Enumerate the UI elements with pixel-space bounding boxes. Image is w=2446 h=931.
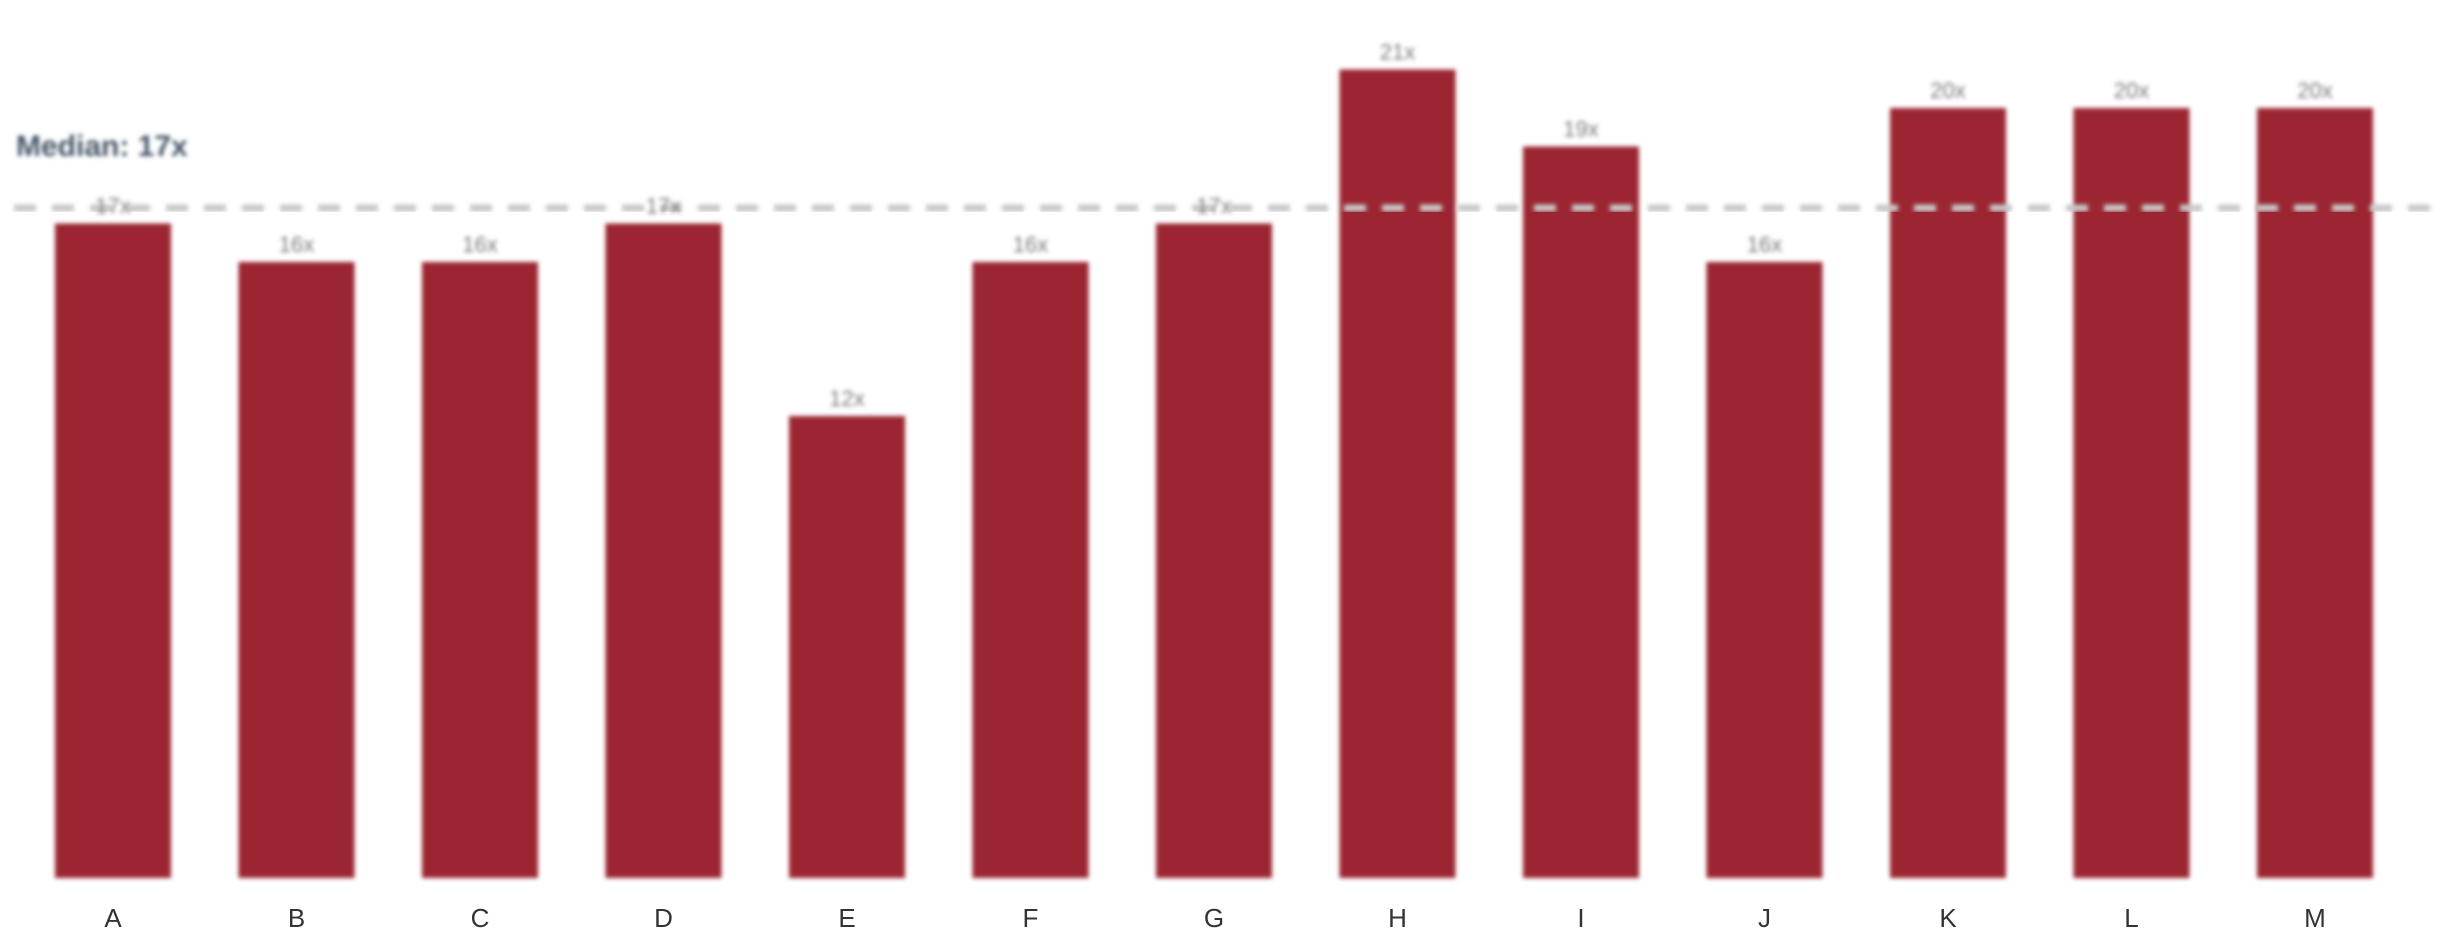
category-label-h: H	[1388, 903, 1407, 931]
bar-a	[55, 223, 171, 878]
category-label-g: G	[1204, 903, 1224, 931]
value-labels-group: 17x 16x 16x 17x 12x 16x 17x 21x 19x 16x 20x 20x 20x	[95, 40, 2332, 412]
bar-e	[789, 416, 905, 878]
median-label: Median: 17x	[16, 130, 188, 163]
bar-i	[1523, 146, 1639, 878]
bar-d	[605, 223, 722, 878]
category-label-b: B	[288, 903, 305, 931]
value-label-h: 21x	[1380, 40, 1415, 65]
value-label-m: 20x	[2297, 78, 2332, 103]
bar-g	[1156, 223, 1272, 878]
category-label-l: L	[2124, 903, 2138, 931]
bar-k	[1890, 108, 2006, 878]
category-label-a: A	[104, 903, 122, 931]
bars-group	[55, 69, 2373, 878]
value-label-f: 16x	[1013, 232, 1048, 257]
category-label-i: I	[1577, 903, 1584, 931]
category-labels-group: A B C D E F G H I J K L M	[104, 903, 2326, 931]
category-label-c: C	[471, 903, 490, 931]
value-label-l: 20x	[2114, 78, 2149, 103]
category-label-m: M	[2304, 903, 2326, 931]
value-label-k: 20x	[1930, 78, 1965, 103]
bar-l	[2073, 108, 2190, 878]
category-label-e: E	[838, 903, 855, 931]
bar-h	[1339, 69, 1456, 878]
bar-m	[2257, 108, 2373, 878]
value-label-g: 17x	[1196, 194, 1231, 219]
value-label-c: 16x	[462, 232, 497, 257]
bar-j	[1706, 262, 1823, 878]
median-group: Median: 17x	[14, 130, 2432, 212]
bar-b	[238, 262, 355, 878]
value-label-d: 17x	[646, 194, 681, 219]
value-label-a: 17x	[95, 194, 130, 219]
category-label-d: D	[654, 903, 673, 931]
category-label-f: F	[1023, 903, 1039, 931]
value-label-e: 12x	[829, 386, 864, 411]
value-label-i: 19x	[1563, 117, 1598, 142]
category-label-j: J	[1758, 903, 1771, 931]
value-label-j: 16x	[1747, 232, 1782, 257]
bar-f	[972, 262, 1089, 878]
value-label-b: 16x	[279, 232, 314, 257]
category-label-k: K	[1939, 903, 1957, 931]
bar-c	[422, 262, 538, 878]
